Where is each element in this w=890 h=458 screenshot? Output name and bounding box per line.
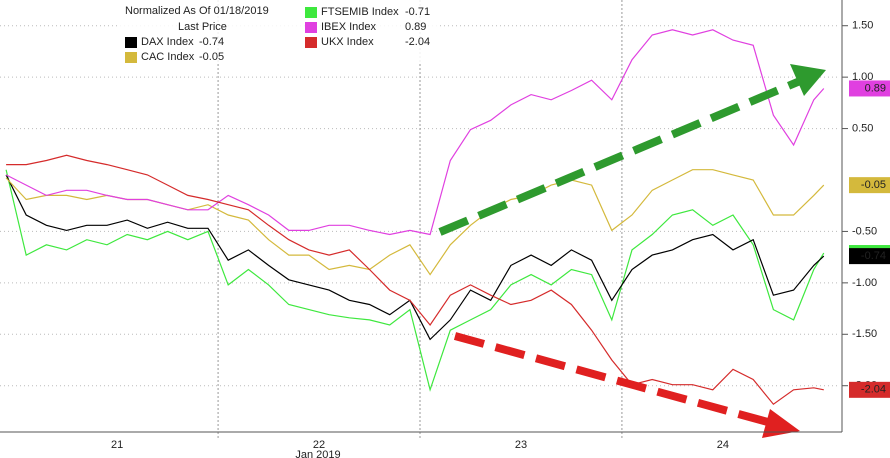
x-tick-label: 22	[313, 439, 325, 451]
y-tick-label: -0.50	[852, 225, 877, 237]
legend-value: -2.04	[405, 36, 430, 48]
last-value-tag	[849, 381, 890, 398]
last-value-label: -0.74	[861, 250, 886, 262]
legend-label: CAC Index	[141, 51, 195, 63]
arrow-shaft	[453, 332, 777, 428]
series-line	[6, 154, 824, 406]
series-line	[5, 169, 825, 392]
x-tick-label: 23	[515, 439, 527, 451]
last-value-label: -0.05	[861, 179, 886, 191]
last-value-tag	[849, 80, 890, 97]
legend-value: 0.89	[405, 21, 426, 33]
legend-box	[118, 0, 440, 62]
series-line	[5, 29, 825, 236]
y-tick-label: -1.50	[852, 328, 877, 340]
x-tick-label: 24	[717, 439, 729, 451]
last-value-label: 0.89	[865, 82, 886, 94]
legend-value: -0.74	[199, 36, 224, 48]
red-arrow	[453, 332, 800, 438]
legend-label: FTSEMIB Index	[321, 6, 399, 18]
legend-label: DAX Index	[141, 36, 194, 48]
arrow-head	[762, 409, 800, 438]
y-tick-label: 0.50	[852, 122, 873, 134]
x-axis-label: Jan 2019	[295, 449, 340, 458]
y-tick-label: -1.00	[852, 277, 877, 289]
legend-swatch	[305, 7, 317, 18]
legend-subtitle: Last Price	[178, 21, 227, 33]
arrow-shaft	[438, 77, 802, 236]
legend-swatch	[125, 37, 137, 48]
last-value-label: -2.04	[861, 384, 886, 396]
y-tick-label: 1.00	[852, 71, 873, 83]
overlay: 1.501.000.50-0.50-1.00-1.50-2.0021222324…	[111, 6, 890, 451]
legend-title: Normalized As Of 01/18/2019	[125, 5, 269, 17]
lines	[5, 29, 825, 406]
legend-swatch	[305, 37, 317, 48]
legend-label: UKX Index	[321, 36, 374, 48]
legend-value: -0.05	[199, 51, 224, 63]
last-value-tag	[849, 177, 890, 194]
legend-value: -0.71	[405, 6, 430, 18]
legend-swatch	[305, 22, 317, 33]
green-arrow	[438, 64, 826, 236]
last-value-tag	[849, 248, 890, 265]
legend-swatch	[125, 52, 137, 63]
x-tick-label: 21	[111, 439, 123, 451]
arrow-head	[790, 64, 826, 96]
series-line	[5, 174, 825, 341]
legend-label: IBEX Index	[321, 21, 377, 33]
y-tick-label: 1.50	[852, 20, 873, 32]
